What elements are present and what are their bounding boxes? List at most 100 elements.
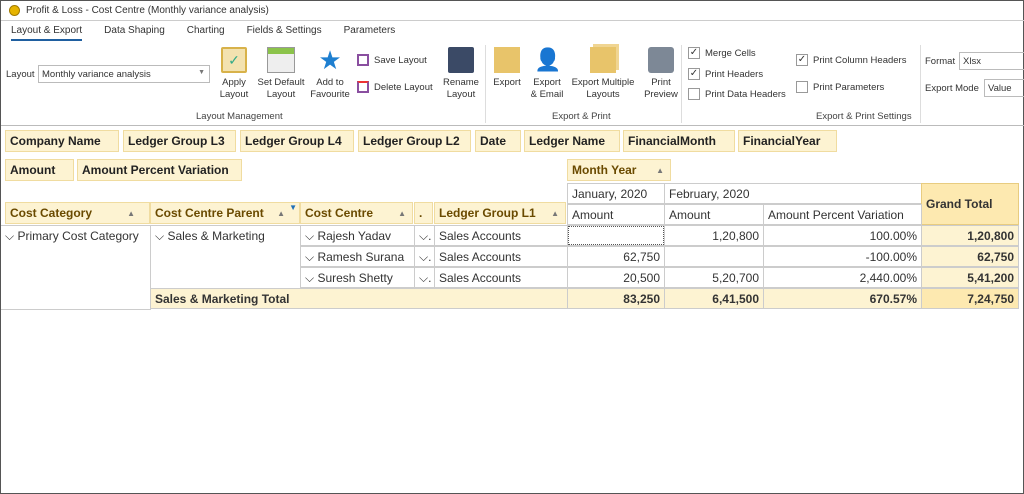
add-to-favourite-button[interactable]: ★ Add to Favourite xyxy=(308,47,352,101)
export-label: Export xyxy=(493,77,521,88)
cost-centre-parent-cell[interactable]: ⌵ Sales & Marketing xyxy=(150,225,301,289)
print-data-headers-checkbox[interactable]: Print Data Headers xyxy=(688,88,786,100)
export-button[interactable]: Export xyxy=(491,47,523,89)
variation-cell: -100.00% xyxy=(763,246,922,267)
boxes-icon xyxy=(590,47,616,73)
expand-toggle[interactable]: ⌵. xyxy=(414,225,435,246)
feb-amount-cell: 5,20,700 xyxy=(664,267,764,288)
tab-parameters[interactable]: Parameters xyxy=(343,25,396,36)
ledger-group-l1-label: Ledger Group L1 xyxy=(439,206,536,220)
ledger-group-cell: Sales Accounts xyxy=(434,246,568,267)
variation-cell: 2,440.00% xyxy=(763,267,922,288)
filter-field-ledger-name[interactable]: Ledger Name xyxy=(524,130,620,152)
cost-category-value: Primary Cost Category xyxy=(17,229,139,243)
rename-layout-button[interactable]: Rename Layout xyxy=(442,47,480,101)
set-default-layout-button[interactable]: Set Default Layout xyxy=(253,47,309,101)
floppy-icon xyxy=(357,54,369,66)
print-preview-button[interactable]: Print Preview xyxy=(641,47,681,101)
print-column-headers-checkbox[interactable]: ✓ Print Column Headers xyxy=(796,54,906,66)
subtotal-variation: 670.57% xyxy=(763,288,922,309)
row-header-cost-centre-parent[interactable]: Cost Centre Parent ▲ ▼ xyxy=(150,202,300,224)
cost-centre-cell[interactable]: ⌵ Ramesh Surana xyxy=(300,246,415,267)
expand-toggle[interactable]: ⌵. xyxy=(414,246,435,267)
print-headers-label: Print Headers xyxy=(705,68,764,80)
title-bar: Profit & Loss - Cost Centre (Monthly var… xyxy=(1,1,1024,21)
merge-cells-label: Merge Cells xyxy=(705,47,756,59)
floppy-disk-icon xyxy=(448,47,474,73)
layout-label: Layout xyxy=(6,69,35,80)
tab-layout-export[interactable]: Layout & Export xyxy=(11,25,83,41)
row-header-ledger-group-l1[interactable]: Ledger Group L1 ▲ xyxy=(434,202,566,224)
window-title: Profit & Loss - Cost Centre (Monthly var… xyxy=(26,5,269,16)
filter-icon[interactable]: ▼ xyxy=(289,203,297,212)
clipboard-check-icon: ✓ xyxy=(221,47,247,73)
filter-field-ledger-group-l2[interactable]: Ledger Group L2 xyxy=(358,130,471,152)
cost-centre-value: Ramesh Surana xyxy=(317,250,405,264)
subtotal-jan: 83,250 xyxy=(567,288,665,309)
row-header-cost-category[interactable]: Cost Category ▲ xyxy=(5,202,150,224)
print-preview-label: Print Preview xyxy=(644,77,678,100)
print-headers-checkbox[interactable]: ✓ Print Headers xyxy=(688,68,763,80)
subtotal-label: Sales & Marketing Total xyxy=(150,288,568,309)
cost-centre-parent-label: Cost Centre Parent xyxy=(155,206,264,220)
layout-select[interactable]: Monthly variance analysis ▼ xyxy=(38,65,210,83)
tab-charting[interactable]: Charting xyxy=(186,25,225,36)
print-data-headers-label: Print Data Headers xyxy=(705,88,786,100)
cost-category-label: Cost Category xyxy=(10,206,93,220)
feb-amount-cell: 1,20,800 xyxy=(664,225,764,246)
subtotal-grand-total: 7,24,750 xyxy=(921,288,1019,309)
filter-field-ledger-group-l3[interactable]: Ledger Group L3 xyxy=(123,130,236,152)
export-print-settings-group-label: Export & Print Settings xyxy=(816,111,912,122)
cost-centre-cell[interactable]: ⌵ Suresh Shetty xyxy=(300,267,415,288)
print-parameters-checkbox[interactable]: Print Parameters xyxy=(796,81,884,93)
separator xyxy=(485,45,486,123)
subtotal-feb: 6,41,500 xyxy=(664,288,764,309)
filter-field-financial-month[interactable]: FinancialMonth xyxy=(623,130,735,152)
apply-layout-button[interactable]: ✓ Apply Layout xyxy=(217,47,251,101)
print-parameters-label: Print Parameters xyxy=(813,81,885,93)
filter-field-financial-year[interactable]: FinancialYear xyxy=(738,130,837,152)
delete-layout-label: Delete Layout xyxy=(374,81,433,93)
layout-management-group-label: Layout Management xyxy=(196,111,283,122)
checkbox-box xyxy=(796,81,808,93)
export-email-button[interactable]: 👤 Export & Email xyxy=(529,47,565,101)
filter-field-date[interactable]: Date xyxy=(475,130,521,152)
filter-field-ledger-group-l4[interactable]: Ledger Group L4 xyxy=(240,130,354,152)
ledger-group-cell: Sales Accounts xyxy=(434,225,568,246)
sort-ascending-icon: ▲ xyxy=(127,209,135,218)
tab-fields-settings[interactable]: Fields & Settings xyxy=(246,25,322,36)
row-header-collapsed[interactable]: . xyxy=(414,202,433,224)
cost-centre-cell[interactable]: ⌵ Rajesh Yadav xyxy=(300,225,415,246)
layout-select-value: Monthly variance analysis xyxy=(42,69,151,80)
sort-ascending-icon: ▲ xyxy=(656,166,664,175)
export-print-group-label: Export & Print xyxy=(552,111,611,122)
save-layout-label: Save Layout xyxy=(374,54,427,66)
separator xyxy=(681,45,682,123)
jan-amount-cell[interactable] xyxy=(567,225,665,246)
format-label: Format xyxy=(925,56,956,67)
set-default-label: Set Default Layout xyxy=(257,77,305,100)
export-mode-select[interactable]: Value xyxy=(984,79,1024,97)
data-field-amount-percent-variation[interactable]: Amount Percent Variation xyxy=(77,159,242,181)
grand-total-cell: 1,20,800 xyxy=(921,225,1019,246)
app-logo-icon xyxy=(9,5,20,16)
export-mode-label: Export Mode xyxy=(925,83,979,94)
delete-layout-button[interactable]: Delete Layout xyxy=(357,81,433,93)
column-field-month-year[interactable]: Month Year ▲ xyxy=(567,159,671,181)
sort-ascending-icon: ▲ xyxy=(398,209,406,218)
export-multiple-button[interactable]: Export Multiple Layouts xyxy=(567,47,639,101)
data-field-amount[interactable]: Amount xyxy=(5,159,74,181)
save-layout-button[interactable]: Save Layout xyxy=(357,54,427,66)
sort-ascending-icon: ▲ xyxy=(277,209,285,218)
apply-layout-label: Apply Layout xyxy=(219,77,249,100)
tab-data-shaping[interactable]: Data Shaping xyxy=(104,25,165,36)
filter-field-company-name[interactable]: Company Name xyxy=(5,130,119,152)
row-header-cost-centre[interactable]: Cost Centre ▲ xyxy=(300,202,413,224)
expand-toggle[interactable]: ⌵. xyxy=(414,267,435,288)
cost-centre-parent-value: Sales & Marketing xyxy=(167,229,265,243)
ledger-group-cell: Sales Accounts xyxy=(434,267,568,288)
format-select[interactable]: Xlsx xyxy=(959,52,1024,70)
cost-category-cell[interactable]: ⌵ Primary Cost Category xyxy=(1,225,151,310)
merge-cells-checkbox[interactable]: ✓ Merge Cells xyxy=(688,47,756,59)
user-mail-icon: 👤 xyxy=(534,47,562,72)
